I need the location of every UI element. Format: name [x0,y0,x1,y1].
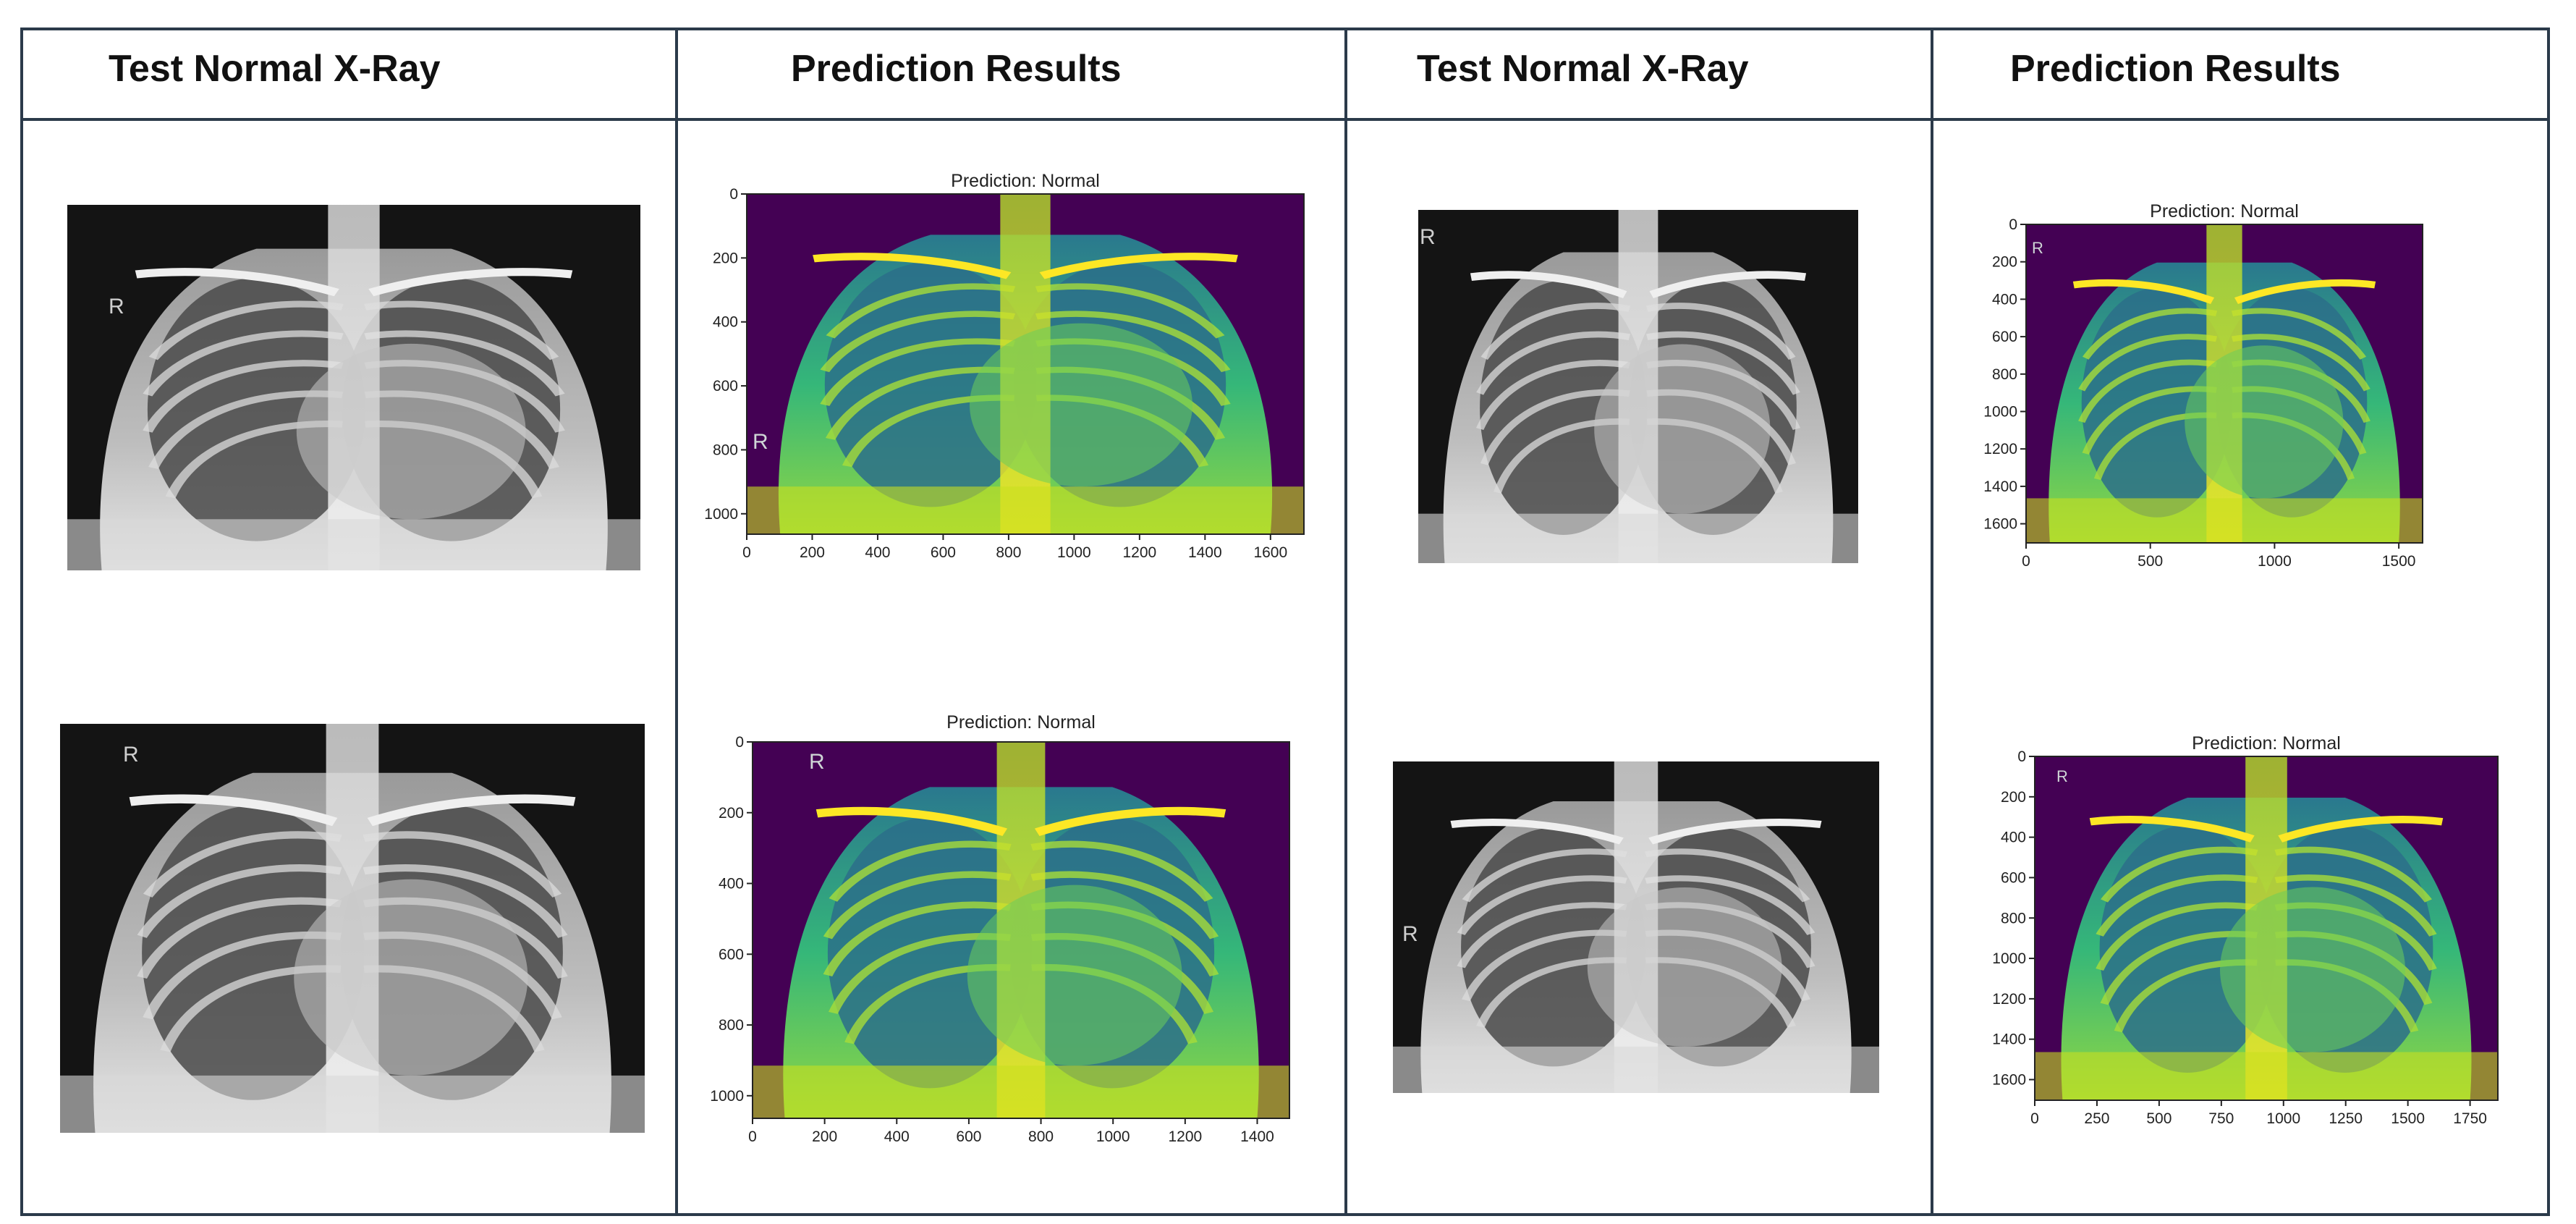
x-tick-label: 1000 [2266,1110,2300,1127]
x-tick-label: 400 [865,544,890,561]
x-tick-label: 200 [812,1128,837,1145]
y-tick-label: 0 [2017,748,2026,765]
y-tick-label: 1400 [1983,478,2017,495]
prediction-side-marker-2: R [2032,239,2043,257]
y-tick-label: 1600 [1992,1072,2026,1089]
prediction-side-marker-3: R [809,750,825,774]
prediction-side-marker-1: R [753,430,768,454]
y-tick-label: 0 [2009,216,2017,233]
side-marker-1: R [109,295,124,318]
table-frame [20,28,2550,1216]
xray-image-2: R [60,724,645,1133]
x-tick-label: 1000 [2258,553,2292,570]
y-tick-label: 600 [719,946,744,963]
x-tick-label: 0 [748,1128,757,1145]
y-tick-label: 1000 [710,1088,744,1105]
y-tick-label: 800 [2001,910,2026,927]
y-tick-label: 200 [2001,789,2026,806]
prediction-title-3: Prediction: Normal [946,712,1096,733]
header-prediction-2: Prediction Results [2010,48,2341,90]
xray-image-4: R [1393,761,1879,1093]
x-tick-label: 250 [2084,1110,2109,1127]
x-tick-label: 1600 [1253,544,1287,561]
x-tick-label: 500 [2146,1110,2172,1127]
x-tick-label: 1500 [2382,553,2416,570]
y-tick-label: 400 [719,876,744,892]
x-tick-label: 1200 [1122,544,1156,561]
y-tick-label: 600 [1992,329,2017,345]
y-tick-label: 600 [713,378,738,394]
side-marker-3: R [1420,225,1436,249]
y-tick-label: 800 [719,1017,744,1034]
prediction-side-marker-4: R [2056,767,2068,785]
y-tick-label: 200 [713,250,738,266]
x-tick-label: 0 [2030,1110,2039,1127]
x-tick-label: 750 [2208,1110,2234,1127]
x-tick-label: 1250 [2329,1110,2363,1127]
prediction-plot-1: R Prediction: Normal 0 200 400 600 800 1000 12… [704,171,1305,561]
y-tick-label: 1200 [1983,441,2017,457]
x-tick-label: 1400 [1240,1128,1274,1145]
x-tick-label: 0 [742,544,751,561]
x-tick-label: 1000 [1096,1128,1130,1145]
prediction-plot-3: R Prediction: Normal 0 200 400 600 800 1000 12… [710,712,1290,1145]
y-tick-label: 800 [1992,366,2017,383]
x-tick-label: 1400 [1188,544,1222,561]
y-tick-label: 800 [713,442,738,458]
header-test-xray-1: Test Normal X-Ray [109,48,441,90]
y-tick-label: 400 [713,314,738,331]
prediction-title-1: Prediction: Normal [951,171,1100,191]
prediction-title-2: Prediction: Normal [2150,201,2299,221]
header-prediction-1: Prediction Results [791,48,1122,90]
y-tick-label: 1600 [1983,516,2017,533]
x-tick-label: 1500 [2391,1110,2425,1127]
x-tick-label: 600 [931,544,956,561]
x-tick-label: 1200 [1168,1128,1202,1145]
y-tick-label: 600 [2001,869,2026,886]
x-tick-label: 600 [956,1128,981,1145]
y-tick-label: 1000 [1992,950,2026,967]
y-tick-label: 0 [729,186,738,203]
xray-image-3: R [1418,210,1858,563]
prediction-plot-2: R Prediction: Normal 0 500 1000 1500 0 200 400… [1983,201,2423,570]
x-tick-label: 500 [2138,553,2163,570]
y-tick-label: 1200 [1992,991,2026,1008]
y-tick-label: 0 [735,734,744,751]
y-tick-label: 1000 [1983,404,2017,421]
y-tick-label: 1000 [704,506,738,523]
x-tick-label: 800 [996,544,1021,561]
x-tick-label: 0 [2022,553,2030,570]
y-tick-label: 400 [1992,291,2017,308]
x-tick-label: 800 [1028,1128,1054,1145]
x-tick-label: 1750 [2453,1110,2487,1127]
side-marker-2: R [123,743,139,767]
y-tick-label: 1400 [1992,1031,2026,1048]
y-tick-label: 200 [719,805,744,822]
xray-image-1: R [67,205,640,570]
x-tick-label: 400 [884,1128,910,1145]
prediction-plot-4: R Prediction: Normal 0 250 500 750 1000 1250 1… [1992,733,2499,1127]
y-tick-label: 400 [2001,830,2026,846]
x-tick-label: 200 [800,544,825,561]
prediction-title-4: Prediction: Normal [2192,733,2341,754]
header-test-xray-2: Test Normal X-Ray [1417,48,1749,90]
x-tick-label: 1000 [1057,544,1091,561]
y-tick-label: 200 [1992,254,2017,271]
side-marker-4: R [1402,922,1418,946]
